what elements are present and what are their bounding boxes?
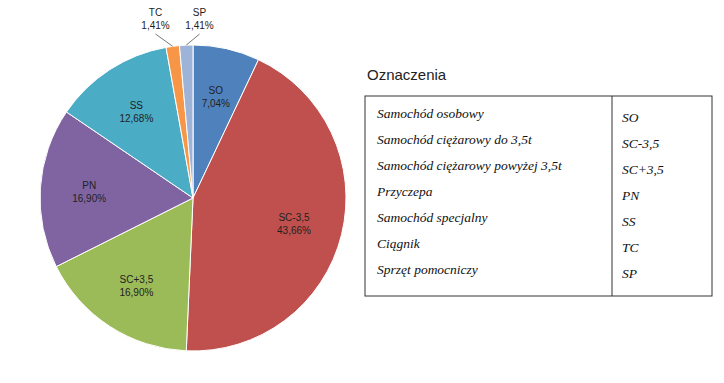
slice-value: 16,90% — [72, 193, 106, 204]
slice-category: SO — [209, 85, 224, 96]
legend-code: PN — [621, 188, 640, 203]
chart: SO 7,04% SC-3,5 43,66% SC+3,5 16,90% PN 16,90% S… — [0, 0, 724, 383]
legend-label: Samochód ciężarowy do 3,5t — [377, 132, 533, 147]
slice-value: 1,41% — [185, 20, 213, 31]
legend-code: SC+3,5 — [622, 162, 664, 177]
leader-line — [186, 34, 199, 45]
legend-frame — [365, 96, 712, 296]
legend-title: Oznaczenia — [367, 66, 447, 83]
legend-divider — [612, 96, 613, 296]
slice-category: SP — [193, 7, 207, 18]
slice-value: 12,68% — [119, 113, 153, 124]
legend-label: Samochód ciężarowy powyżej 3,5t — [377, 158, 563, 173]
legend-label: Samochód specjalny — [377, 210, 488, 225]
slice-value: 7,04% — [202, 98, 230, 109]
legend-label: Przyczepa — [376, 184, 433, 199]
legend-label: Samochód osobowy — [377, 106, 484, 121]
slice-value: 1,41% — [141, 20, 169, 31]
slice-category: SC-3,5 — [278, 212, 310, 223]
slice-value: 43,66% — [277, 225, 311, 236]
legend-code: SO — [622, 110, 639, 125]
slice-category: SS — [130, 100, 144, 111]
legend-code: SC-3,5 — [622, 136, 659, 151]
slice — [179, 45, 193, 198]
slice — [186, 60, 346, 351]
legend-code: SP — [622, 266, 637, 281]
slice — [166, 46, 193, 198]
legend-label: Ciągnik — [377, 236, 421, 251]
slice-category: SC+3,5 — [120, 274, 154, 285]
legend-label: Sprzęt pomocniczy — [377, 262, 478, 277]
slice-category: PN — [82, 180, 96, 191]
data-labels: SO 7,04% SC-3,5 43,66% SC+3,5 16,90% PN 16,90% S… — [72, 7, 311, 298]
slice-value: 16,90% — [119, 287, 153, 298]
slice-category: TC — [149, 7, 162, 18]
leader-line — [156, 34, 173, 46]
legend-code: TC — [622, 240, 640, 255]
legend-code: SS — [622, 214, 636, 229]
legend: Oznaczenia Samochód osobowy SO Samochód cię… — [365, 66, 712, 296]
slices — [40, 45, 346, 351]
